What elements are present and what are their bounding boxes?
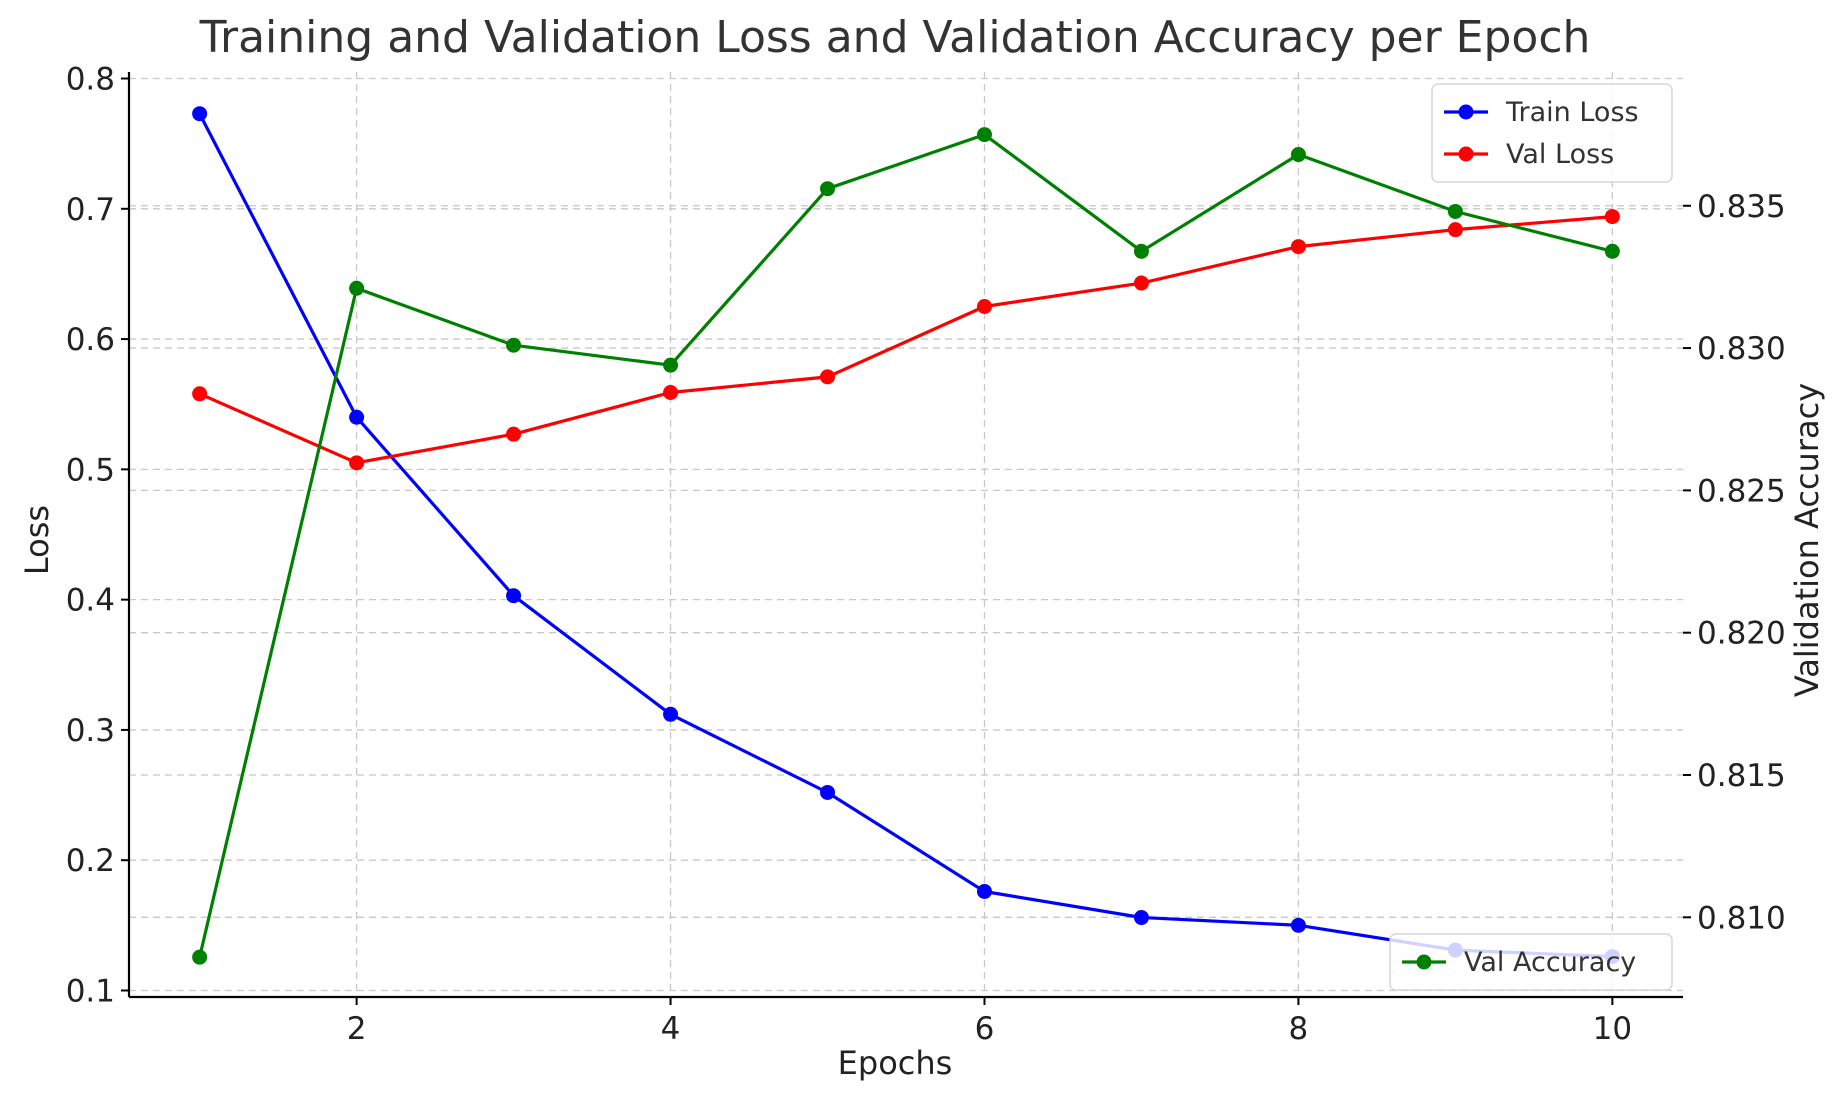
- series-layer: [192, 106, 1620, 965]
- x-tick-label: 10: [1593, 1011, 1632, 1047]
- data-point-val-accuracy: [663, 357, 679, 373]
- axes: 2 4 6 8 10 0.1 0.2 0.3 0.4 0.5 0.6 0.7 0.8 0.810 0.815…: [66, 62, 1786, 1047]
- legend-label-val-accuracy: Val Accuracy: [1464, 947, 1636, 978]
- y-tick-label-left: 0.1: [66, 973, 115, 1009]
- data-point-val-accuracy: [820, 181, 836, 197]
- y-tick-label-left: 0.3: [66, 713, 115, 749]
- legend-swatch-marker-val-loss: [1458, 146, 1474, 162]
- chart-title: Training and Validation Loss and Validat…: [199, 12, 1591, 63]
- y-axis-label-right: Validation Accuracy: [1788, 383, 1826, 697]
- y-tick-label-left: 0.8: [66, 62, 115, 98]
- y-tick-label-right: 0.820: [1697, 616, 1786, 652]
- legend-box: [1431, 83, 1673, 183]
- data-point-train-loss: [663, 706, 679, 722]
- data-point-train-loss: [349, 409, 365, 425]
- x-tick-label: 6: [975, 1011, 995, 1047]
- y-axis-label-left: Loss: [18, 505, 56, 575]
- data-point-val-accuracy: [1133, 243, 1149, 259]
- legend-label-train-loss: Train Loss: [1505, 97, 1639, 128]
- y-tick-label-right: 0.815: [1697, 758, 1786, 794]
- data-point-val-accuracy: [1604, 243, 1620, 259]
- data-point-val-loss: [976, 299, 992, 315]
- grid: [129, 72, 1683, 997]
- data-point-val-loss: [1133, 275, 1149, 291]
- y-tick-label-right: 0.825: [1697, 473, 1786, 509]
- data-point-val-loss: [820, 369, 836, 385]
- series-line-val-accuracy: [198, 133, 1613, 958]
- legend-loss: Train Loss Val Loss: [1431, 83, 1673, 183]
- legend-swatch-marker-val-accuracy: [1416, 954, 1432, 970]
- data-point-val-accuracy: [192, 949, 208, 965]
- data-point-val-accuracy: [1290, 147, 1306, 163]
- data-point-val-loss: [1290, 239, 1306, 255]
- y-tick-label-left: 0.6: [66, 322, 115, 358]
- data-point-train-loss: [820, 784, 836, 800]
- y-tick-label-left: 0.5: [66, 452, 115, 488]
- x-axis-label: Epochs: [838, 1044, 953, 1082]
- legend-swatch-marker-train-loss: [1458, 104, 1474, 120]
- legend-accuracy: Val Accuracy: [1389, 933, 1673, 991]
- y-tick-label-right: 0.810: [1697, 900, 1786, 936]
- y-tick-label-left: 0.7: [66, 192, 115, 228]
- x-tick-label: 2: [347, 1011, 367, 1047]
- data-point-val-loss: [1447, 222, 1463, 238]
- y-tick-label-left: 0.2: [66, 843, 115, 879]
- data-point-train-loss: [1133, 910, 1149, 926]
- data-point-val-loss: [1604, 209, 1620, 225]
- x-tick-label: 8: [1289, 1011, 1309, 1047]
- y-tick-label-left: 0.4: [66, 583, 115, 619]
- legend-label-val-loss: Val Loss: [1506, 139, 1614, 170]
- data-point-val-loss: [663, 384, 679, 400]
- data-point-val-loss: [192, 386, 208, 402]
- x-tick-label: 4: [661, 1011, 681, 1047]
- data-point-val-loss: [349, 455, 365, 471]
- y-tick-label-right: 0.835: [1697, 189, 1786, 225]
- data-point-val-accuracy: [349, 280, 365, 296]
- data-point-val-accuracy: [506, 337, 522, 353]
- data-point-train-loss: [192, 106, 208, 122]
- data-point-train-loss: [976, 883, 992, 899]
- data-point-train-loss: [506, 588, 522, 604]
- data-point-train-loss: [1290, 917, 1306, 933]
- legend-box: [1389, 933, 1673, 991]
- series-line-val-loss: [198, 215, 1613, 465]
- data-point-val-accuracy: [1447, 203, 1463, 219]
- data-point-val-loss: [506, 426, 522, 442]
- series-line-train-loss: [198, 112, 1613, 959]
- data-point-val-accuracy: [976, 127, 992, 143]
- y-tick-label-right: 0.830: [1697, 331, 1786, 367]
